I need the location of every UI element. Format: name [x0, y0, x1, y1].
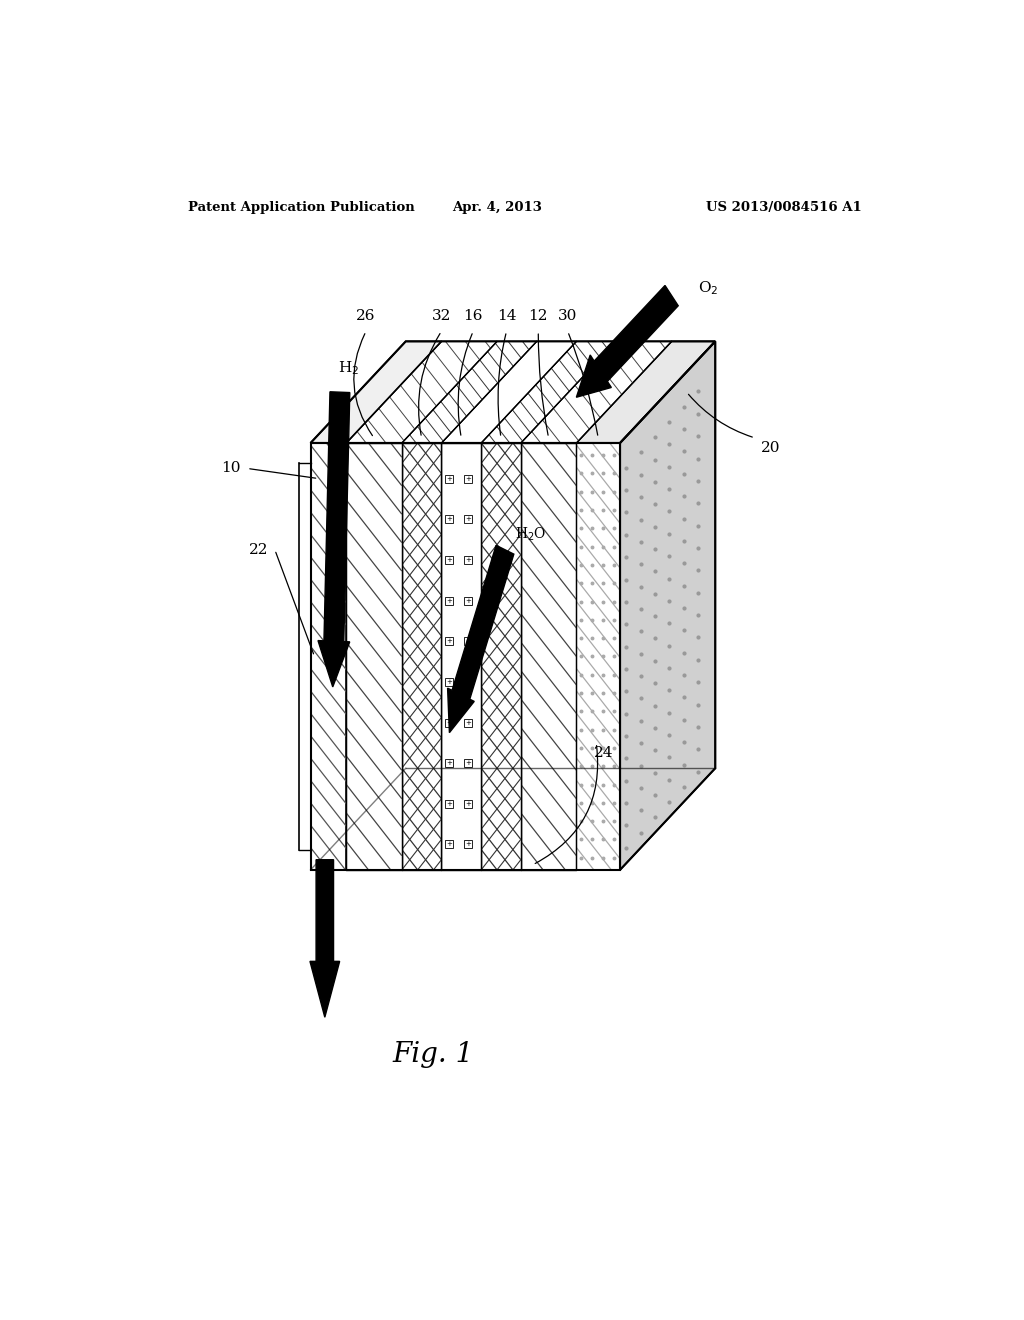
Text: +: +: [446, 638, 453, 644]
Text: H$_2$: H$_2$: [338, 359, 359, 378]
Text: 26: 26: [356, 309, 376, 323]
Text: Apr. 4, 2013: Apr. 4, 2013: [452, 201, 542, 214]
Text: +: +: [466, 516, 471, 523]
Text: +: +: [466, 678, 471, 685]
Polygon shape: [521, 342, 672, 444]
Text: 12: 12: [528, 309, 548, 323]
Text: 30: 30: [558, 309, 578, 323]
Text: 16: 16: [464, 309, 483, 323]
Bar: [577, 444, 621, 870]
Bar: [441, 444, 481, 870]
Text: 24: 24: [594, 746, 614, 760]
Polygon shape: [441, 342, 577, 444]
Text: O$_2$: O$_2$: [697, 280, 718, 297]
Polygon shape: [481, 342, 616, 444]
FancyArrow shape: [447, 545, 514, 733]
Text: +: +: [446, 516, 453, 523]
Polygon shape: [401, 342, 537, 444]
Text: +: +: [466, 801, 471, 807]
Polygon shape: [620, 342, 715, 870]
Polygon shape: [577, 342, 715, 444]
Text: +: +: [466, 760, 471, 766]
FancyArrow shape: [318, 392, 350, 686]
Text: H$_2$O: H$_2$O: [515, 525, 547, 543]
Text: 20: 20: [761, 441, 780, 455]
Bar: [401, 444, 441, 870]
Text: Patent Application Publication: Patent Application Publication: [187, 201, 415, 214]
Text: +: +: [446, 475, 453, 482]
Text: +: +: [446, 557, 453, 562]
Text: +: +: [446, 841, 453, 847]
Text: Fig. 1: Fig. 1: [393, 1041, 474, 1068]
Text: +: +: [446, 760, 453, 766]
Text: +: +: [466, 557, 471, 562]
FancyArrow shape: [577, 285, 678, 397]
Text: 32: 32: [432, 309, 452, 323]
Bar: [310, 444, 621, 870]
Text: +: +: [446, 598, 453, 603]
Polygon shape: [346, 342, 497, 444]
Text: +: +: [466, 638, 471, 644]
Bar: [521, 444, 577, 870]
Text: US 2013/0084516 A1: US 2013/0084516 A1: [707, 201, 862, 214]
Bar: [346, 444, 401, 870]
Text: +: +: [466, 841, 471, 847]
Text: 10: 10: [221, 462, 241, 475]
Text: 22: 22: [249, 543, 268, 557]
Text: +: +: [466, 475, 471, 482]
Polygon shape: [310, 342, 441, 444]
Text: +: +: [446, 719, 453, 726]
FancyArrow shape: [310, 859, 340, 1018]
Text: +: +: [446, 678, 453, 685]
Bar: [310, 444, 346, 870]
Text: 14: 14: [497, 309, 516, 323]
Text: +: +: [466, 719, 471, 726]
Bar: [481, 444, 521, 870]
Text: +: +: [466, 598, 471, 603]
Text: +: +: [446, 801, 453, 807]
